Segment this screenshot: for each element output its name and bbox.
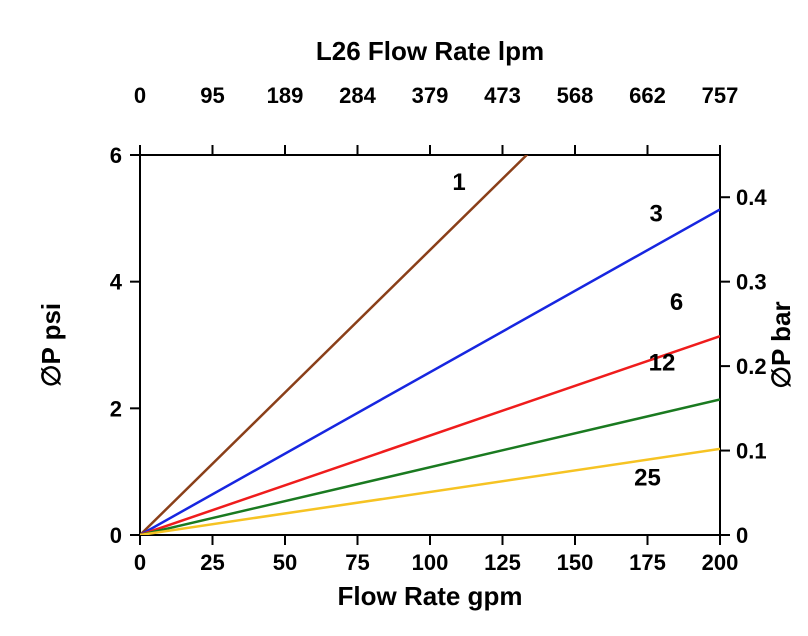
top-x-tick-label: 757	[702, 83, 739, 108]
top-x-tick-label: 0	[134, 83, 146, 108]
bottom-x-tick-label: 175	[629, 550, 666, 575]
top-x-tick-label: 662	[629, 83, 666, 108]
bottom-x-tick-label: 150	[557, 550, 594, 575]
top-x-tick-label: 284	[339, 83, 376, 108]
left-y-tick-label: 2	[110, 396, 122, 421]
right-y-tick-label: 0.4	[736, 185, 767, 210]
series-label-6: 6	[670, 289, 683, 316]
bottom-x-tick-label: 75	[345, 550, 369, 575]
left-y-tick-label: 0	[110, 523, 122, 548]
line-chart: L26 Flow Rate lpm09518928437947356866275…	[0, 0, 808, 636]
bottom-x-tick-label: 125	[484, 550, 521, 575]
series-label-25: 25	[634, 465, 661, 492]
top-x-tick-label: 95	[200, 83, 224, 108]
right-y-tick-label: 0.3	[736, 270, 767, 295]
bottom-x-tick-label: 0	[134, 550, 146, 575]
series-label-12: 12	[649, 349, 676, 376]
x-axis-label: Flow Rate gpm	[338, 581, 523, 611]
y-left-axis-label: ∅P psi	[36, 303, 66, 387]
top-x-tick-label: 379	[412, 83, 449, 108]
left-y-tick-label: 6	[110, 143, 122, 168]
left-y-tick-label: 4	[110, 270, 123, 295]
series-label-1: 1	[452, 169, 465, 196]
right-y-tick-label: 0.1	[736, 439, 767, 464]
bottom-x-tick-label: 25	[200, 550, 224, 575]
top-x-tick-label: 568	[557, 83, 594, 108]
top-x-tick-label: 189	[267, 83, 304, 108]
series-line-6	[140, 336, 720, 535]
series-line-12	[140, 399, 720, 535]
bottom-x-tick-label: 200	[702, 550, 739, 575]
right-y-tick-label: 0	[736, 523, 748, 548]
y-right-axis-label: ∅P bar	[766, 301, 796, 388]
top-x-tick-label: 473	[484, 83, 521, 108]
series-line-25	[140, 449, 720, 535]
bottom-x-tick-label: 100	[412, 550, 449, 575]
series-line-3	[140, 209, 720, 535]
chart-title: L26 Flow Rate lpm	[316, 36, 544, 66]
chart-container: L26 Flow Rate lpm09518928437947356866275…	[0, 0, 808, 636]
series-label-3: 3	[650, 201, 663, 228]
right-y-tick-label: 0.2	[736, 354, 767, 379]
series-line-1	[140, 0, 720, 535]
bottom-x-tick-label: 50	[273, 550, 297, 575]
